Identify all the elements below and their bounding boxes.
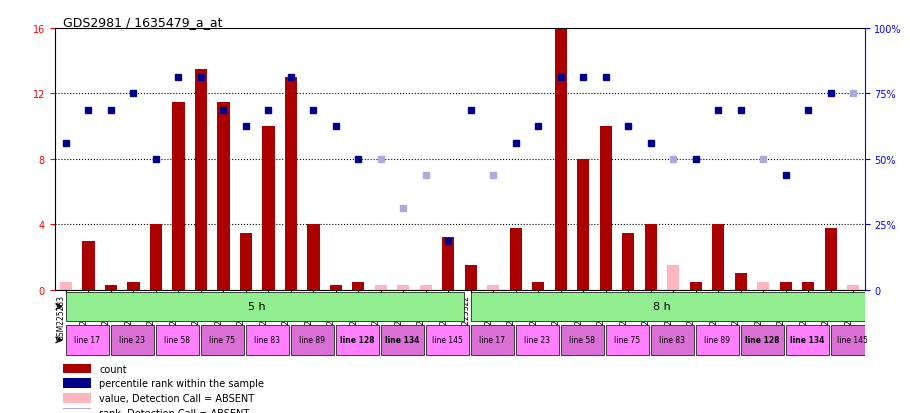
Text: line 17: line 17 [75, 335, 100, 344]
Bar [127, 282, 139, 290]
FancyBboxPatch shape [696, 325, 739, 355]
FancyBboxPatch shape [63, 364, 91, 373]
Bar [554, 29, 567, 290]
Bar [510, 228, 522, 290]
FancyBboxPatch shape [63, 408, 91, 413]
Bar [82, 241, 95, 290]
Bar [172, 102, 185, 290]
Bar [487, 285, 500, 290]
FancyBboxPatch shape [63, 379, 91, 388]
FancyBboxPatch shape [741, 325, 784, 355]
Bar [195, 70, 207, 290]
Text: line 134: line 134 [385, 335, 420, 344]
Bar [375, 285, 387, 290]
Text: GDS2981 / 1635479_a_at: GDS2981 / 1635479_a_at [63, 16, 222, 29]
Bar [285, 78, 297, 290]
Bar [600, 127, 612, 290]
Bar [308, 225, 319, 290]
Text: 8 h: 8 h [653, 302, 671, 312]
Text: count: count [99, 364, 126, 374]
FancyBboxPatch shape [470, 292, 869, 322]
Text: line 58: line 58 [569, 335, 595, 344]
Text: line 89: line 89 [299, 335, 325, 344]
FancyBboxPatch shape [66, 292, 464, 322]
Bar [622, 233, 634, 290]
Bar [60, 282, 72, 290]
Bar [734, 274, 747, 290]
Text: line 145: line 145 [431, 335, 462, 344]
Bar [667, 266, 680, 290]
Bar [847, 285, 859, 290]
Text: percentile rank within the sample: percentile rank within the sample [99, 378, 264, 388]
Bar [217, 102, 229, 290]
Bar [239, 233, 252, 290]
Text: line 23: line 23 [119, 335, 146, 344]
Text: line 145: line 145 [836, 335, 867, 344]
Text: line 75: line 75 [209, 335, 236, 344]
Bar [262, 127, 275, 290]
Bar [644, 225, 657, 290]
Bar [690, 282, 702, 290]
Bar [352, 282, 365, 290]
FancyBboxPatch shape [66, 325, 108, 355]
Text: rank, Detection Call = ABSENT: rank, Detection Call = ABSENT [99, 408, 249, 413]
Bar [757, 282, 770, 290]
FancyBboxPatch shape [380, 325, 423, 355]
Bar [442, 238, 454, 290]
FancyBboxPatch shape [785, 325, 828, 355]
Text: line 58: line 58 [164, 335, 190, 344]
FancyBboxPatch shape [606, 325, 649, 355]
FancyBboxPatch shape [63, 393, 91, 403]
Text: line 83: line 83 [254, 335, 280, 344]
FancyBboxPatch shape [426, 325, 469, 355]
Bar [397, 285, 410, 290]
Bar [824, 228, 837, 290]
FancyBboxPatch shape [111, 325, 154, 355]
Bar [465, 266, 477, 290]
Text: line 23: line 23 [524, 335, 551, 344]
Text: 5 h: 5 h [248, 302, 266, 312]
FancyBboxPatch shape [561, 325, 603, 355]
FancyBboxPatch shape [201, 325, 244, 355]
Bar [577, 159, 590, 290]
FancyBboxPatch shape [516, 325, 559, 355]
Bar [802, 282, 814, 290]
Bar [532, 282, 544, 290]
Text: line 75: line 75 [614, 335, 641, 344]
Bar [105, 285, 117, 290]
Text: line 134: line 134 [790, 335, 824, 344]
FancyBboxPatch shape [291, 325, 334, 355]
Bar [780, 282, 792, 290]
Text: line 83: line 83 [659, 335, 685, 344]
Bar [420, 285, 432, 290]
FancyBboxPatch shape [156, 325, 198, 355]
FancyBboxPatch shape [651, 325, 693, 355]
Bar [713, 225, 724, 290]
Bar [329, 285, 342, 290]
FancyBboxPatch shape [246, 325, 288, 355]
Text: line 128: line 128 [340, 335, 374, 344]
Text: line 89: line 89 [704, 335, 730, 344]
Bar [149, 225, 162, 290]
Text: value, Detection Call = ABSENT: value, Detection Call = ABSENT [99, 393, 254, 403]
Text: line 128: line 128 [745, 335, 779, 344]
Text: line 17: line 17 [480, 335, 505, 344]
FancyBboxPatch shape [831, 325, 874, 355]
FancyBboxPatch shape [470, 325, 513, 355]
FancyBboxPatch shape [336, 325, 379, 355]
